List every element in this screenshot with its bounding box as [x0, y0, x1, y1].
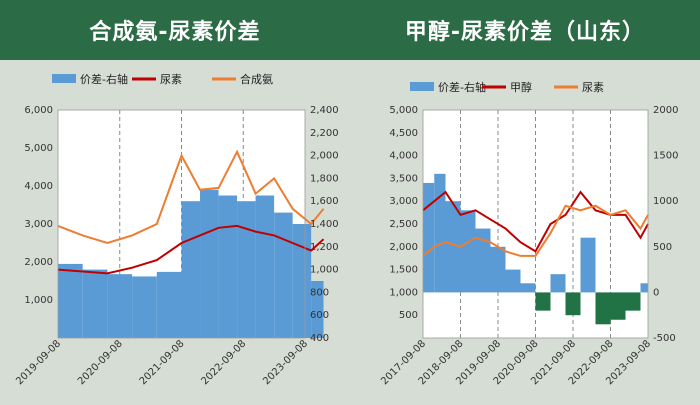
right-y-left-tick-label: 2,000	[389, 242, 418, 253]
left-bar	[82, 269, 108, 338]
left-legend-label: 尿素	[160, 73, 182, 86]
right-legend-label: 价差-右轴	[438, 80, 486, 94]
right-y-right-tick-label: 1000	[653, 196, 678, 207]
right-bar	[550, 274, 566, 293]
left-legend-label: 价差-右轴	[80, 72, 128, 86]
left-y-right-tick-label: 1,600	[310, 196, 339, 207]
left-bar	[58, 263, 83, 338]
left-x-tick-label: 2022-09-08	[199, 338, 248, 387]
left-x-tick-label: 2019-09-08	[14, 338, 63, 387]
left-y-left-tick-label: 4,000	[24, 181, 53, 192]
right-bar	[505, 269, 521, 293]
right-bar	[640, 283, 648, 293]
right-bar	[580, 237, 596, 293]
left-chart-header: 合成氨-尿素价差	[0, 0, 350, 60]
left-bar	[200, 189, 219, 338]
left-y-right-tick-label: 400	[310, 333, 329, 344]
left-bar	[132, 276, 157, 338]
left-y-right-tick-label: 800	[310, 287, 329, 298]
right-legend-label: 甲醇	[510, 80, 532, 94]
right-y-right-tick-label: -500	[653, 333, 676, 344]
right-bar	[520, 283, 536, 293]
right-chart-header: 甲醇-尿素价差（山东）	[350, 0, 700, 60]
right-y-left-tick-label: 1,000	[389, 287, 418, 298]
left-line-1	[57, 224, 325, 275]
right-bar	[565, 292, 581, 316]
right-bar	[434, 173, 446, 293]
right-bar	[595, 292, 611, 325]
left-bar	[156, 271, 182, 338]
left-y-right-tick-label: 2,000	[310, 151, 339, 162]
right-line-1	[422, 190, 649, 253]
right-line-2	[422, 204, 649, 257]
left-bar	[107, 274, 133, 338]
left-y-left-tick-label: 3,000	[24, 219, 53, 230]
left-legend-label: 合成氨	[240, 72, 273, 86]
right-plot-border	[422, 109, 649, 339]
left-plot-border	[57, 109, 306, 339]
right-y-left-tick-label: 4,000	[389, 151, 418, 162]
right-y-left-tick-label: 3,500	[389, 173, 418, 184]
left-y-right-tick-label: 1,200	[310, 242, 339, 253]
right-legend-label: 尿素	[582, 81, 604, 94]
left-chart-panel: 合成氨-尿素价差 6,000 5,000 4,000 3,000 2,000 1,000 2…	[0, 0, 350, 388]
left-bar	[237, 201, 256, 338]
right-bar	[423, 182, 435, 293]
left-x-tick-label: 2021-09-08	[138, 338, 187, 387]
right-chart-panel: 甲醇-尿素价差（山东） 5,000 4,500 4,000 3,500 3,000 2,5…	[350, 0, 700, 405]
right-y-left-tick-label: 3,000	[389, 196, 418, 207]
left-bar	[274, 212, 293, 338]
left-y-left-tick-label: 2,000	[24, 257, 53, 268]
left-x-tick-label: 2023-09-08	[261, 338, 310, 387]
left-y-left-tick-label: 5,000	[24, 143, 53, 154]
left-legend-swatch	[52, 74, 76, 83]
right-y-left-tick-label: 5,000	[389, 105, 418, 116]
left-y-right-tick-label: 600	[310, 310, 329, 321]
left-y-left-tick-label: 6,000	[24, 105, 53, 116]
right-y-right-tick-label: 2000	[653, 105, 678, 116]
right-y-left-tick-label: 2,500	[389, 219, 418, 230]
right-y-right-tick-label: 1500	[653, 151, 678, 162]
right-y-right-tick-label: 500	[653, 242, 672, 253]
left-bar	[181, 201, 201, 338]
left-y-right-tick-label: 1,000	[310, 265, 339, 276]
right-bar	[490, 246, 506, 293]
left-line-2	[57, 149, 325, 245]
left-bar	[311, 281, 324, 338]
right-y-left-tick-label: 4,500	[389, 128, 418, 139]
right-bar	[460, 210, 476, 293]
left-y-right-tick-label: 1,400	[310, 219, 339, 230]
left-x-tick-label: 2020-09-08	[76, 338, 125, 387]
right-y-left-tick-label: 1,500	[389, 265, 418, 276]
left-bar	[255, 195, 275, 338]
right-bar	[475, 228, 491, 293]
right-bar	[625, 292, 641, 311]
right-legend-swatch	[410, 82, 434, 91]
right-y-left-tick-label: 500	[399, 310, 418, 321]
left-chart-svg: 6,000 5,000 4,000 3,000 2,000 1,000 2,400 2,200…	[14, 72, 339, 387]
left-y-left-tick-label: 1,000	[24, 295, 53, 306]
left-bar	[292, 224, 312, 338]
right-bar	[445, 201, 461, 293]
left-y-right-tick-label: 2,400	[310, 105, 339, 116]
right-bar	[610, 292, 626, 320]
right-y-right-tick-label: 0	[653, 287, 659, 298]
right-bar	[535, 292, 551, 311]
left-y-right-tick-label: 1,800	[310, 173, 339, 184]
left-bar	[218, 195, 238, 338]
right-chart-svg: 5,000 4,500 4,000 3,500 3,000 2,500 2,000 1,500…	[379, 80, 678, 387]
left-y-right-tick-label: 2,200	[310, 128, 339, 139]
